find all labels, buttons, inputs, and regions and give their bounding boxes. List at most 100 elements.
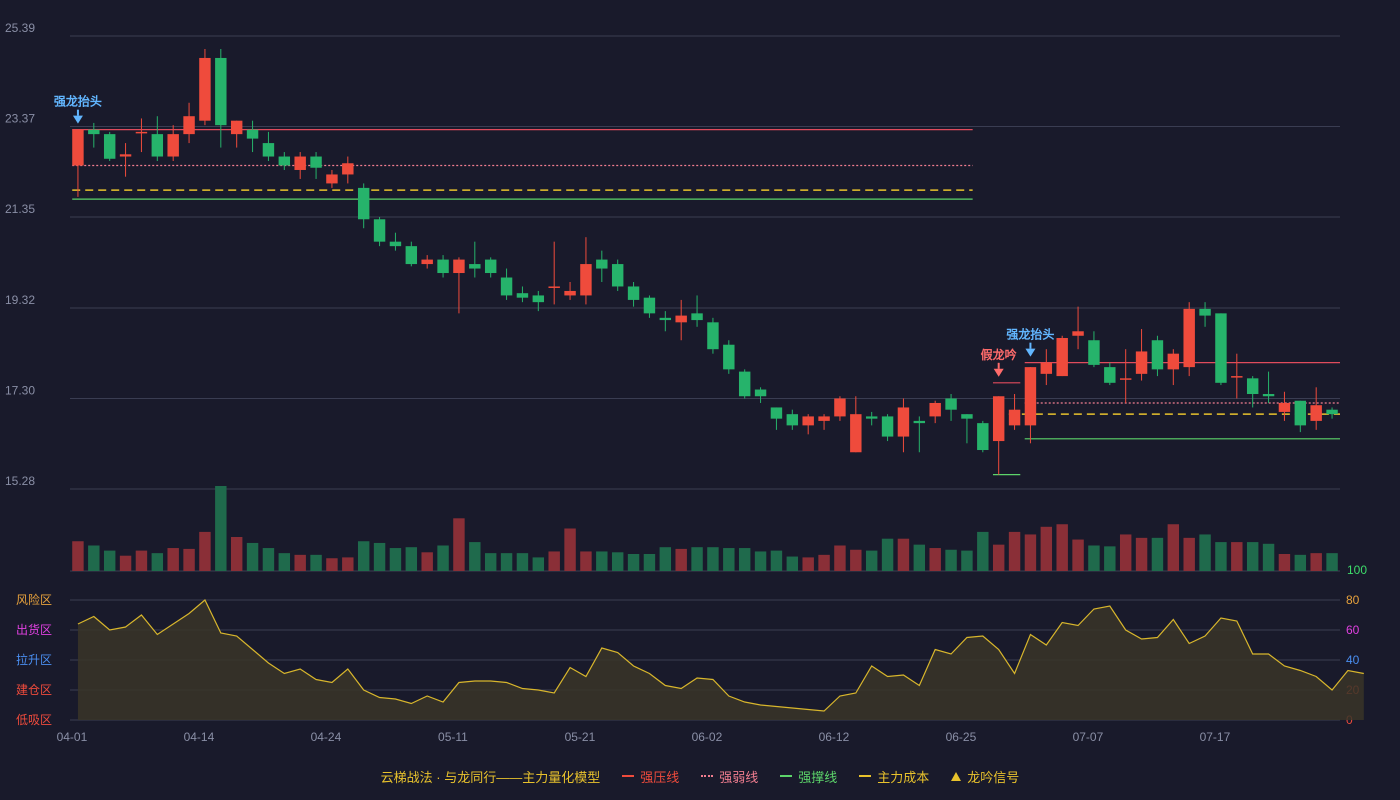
volume-bar	[770, 550, 783, 571]
candle-body	[1040, 362, 1053, 374]
legend-item-support[interactable]: 强撑线	[780, 767, 837, 786]
volume-bar	[167, 548, 179, 571]
candle-body	[246, 129, 259, 139]
signal-label: 强龙抬头	[54, 94, 102, 109]
volume-bar	[1231, 542, 1243, 571]
candle-body	[1262, 394, 1275, 397]
candle-body	[1326, 409, 1338, 415]
volume-bar	[1262, 543, 1275, 571]
x-tick-label: 06-25	[946, 730, 977, 744]
volume-bar	[611, 552, 624, 571]
candle-body	[516, 293, 529, 298]
candle-body	[119, 154, 132, 157]
volume-bar	[342, 557, 354, 571]
candle-body	[961, 414, 973, 419]
volume-bar	[675, 548, 687, 571]
volume-bar	[500, 553, 513, 571]
volume-bar	[135, 550, 148, 571]
volume-bar	[215, 486, 227, 571]
candle-body	[1199, 308, 1211, 316]
candle-body	[326, 174, 338, 184]
candle-body	[754, 389, 767, 397]
candle-body	[1151, 340, 1164, 370]
candle-body	[437, 259, 449, 274]
volume-bar	[199, 531, 211, 571]
price-tick-label: 15.28	[5, 474, 35, 488]
legend-item-pressure[interactable]: 强压线	[622, 767, 679, 786]
volume-bar	[945, 549, 957, 571]
price-tick-label: 21.35	[5, 202, 35, 216]
candle-body	[548, 286, 560, 288]
x-tick-label: 06-02	[692, 730, 723, 744]
volume-bar	[754, 551, 767, 571]
volume-bar	[786, 556, 799, 571]
volume-bar	[850, 549, 862, 571]
volume-bar	[1024, 534, 1037, 571]
volume-bar	[738, 548, 751, 571]
volume-bar	[453, 518, 465, 571]
candle-body	[1008, 409, 1021, 426]
legend-item-signal[interactable]: 龙吟信号	[951, 767, 1019, 786]
candle-body	[1024, 367, 1037, 426]
legend-item-weak[interactable]: 强弱线	[701, 767, 758, 786]
x-tick-label: 07-07	[1073, 730, 1104, 744]
volume-bar	[897, 538, 910, 571]
osc-zone-label: 出货区	[16, 622, 52, 637]
volume-bar	[596, 551, 608, 571]
candle-body	[469, 264, 481, 269]
price-tick-label: 19.32	[5, 293, 35, 307]
legend-swatch	[622, 775, 635, 777]
volume-bar	[834, 545, 846, 571]
volume-bar	[580, 551, 592, 571]
osc-line	[77, 599, 1364, 712]
osc-zone-label: 低吸区	[16, 713, 52, 727]
candle-body	[1183, 308, 1195, 368]
candle-body	[818, 416, 830, 421]
volume-bar	[278, 553, 291, 571]
osc-area	[77, 600, 1364, 720]
candle-body	[596, 259, 608, 269]
volume-bar	[532, 557, 545, 571]
volume-bar	[183, 548, 195, 571]
candle-body	[723, 344, 735, 370]
volume-bar	[881, 538, 894, 571]
candle-body	[230, 120, 243, 135]
osc-zone-label: 建仓区	[16, 683, 52, 697]
candle-body	[643, 297, 656, 314]
candle-body	[389, 241, 402, 247]
candle-body	[262, 143, 275, 157]
volume-bar	[1183, 537, 1195, 571]
candle-body	[103, 134, 116, 159]
candle-body	[532, 295, 545, 303]
volume-bar	[1104, 546, 1116, 571]
legend-title-text: 云梯战法 · 与龙同行——主力量化模型	[380, 769, 601, 785]
x-tick-label: 04-24	[311, 730, 342, 744]
volume-bar	[913, 544, 926, 571]
candle-body	[1119, 378, 1132, 380]
volume-bar	[1310, 553, 1322, 571]
candle-body	[865, 416, 878, 419]
candle-body	[992, 396, 1005, 442]
candle-body	[199, 57, 211, 121]
volume-bar	[1072, 539, 1084, 571]
candle-body	[88, 129, 100, 135]
volume-bar	[961, 550, 973, 571]
candle-body	[834, 398, 846, 417]
x-tick-label: 05-21	[565, 730, 596, 744]
candlestick-chart: 25.39 23.37 21.35 19.32 17.30 15.28 100 80 风险区 60…	[5, 21, 1367, 744]
signal-arrow-icon	[72, 115, 83, 124]
legend-item-cost[interactable]: 主力成本	[859, 767, 929, 786]
volume-bar	[691, 547, 703, 571]
volume-bar	[230, 537, 243, 571]
volume-bar	[1056, 524, 1068, 571]
volume-bar	[88, 545, 100, 571]
volume-bar	[929, 548, 941, 571]
volume-bar	[310, 554, 322, 571]
candle-body	[564, 290, 576, 296]
volume-bar	[865, 550, 878, 571]
candle-body	[484, 259, 497, 274]
x-tick-label: 07-17	[1200, 730, 1231, 744]
legend-label: 强撑线	[798, 769, 838, 785]
price-tick-label: 25.39	[5, 21, 35, 35]
candle-body	[580, 264, 592, 296]
